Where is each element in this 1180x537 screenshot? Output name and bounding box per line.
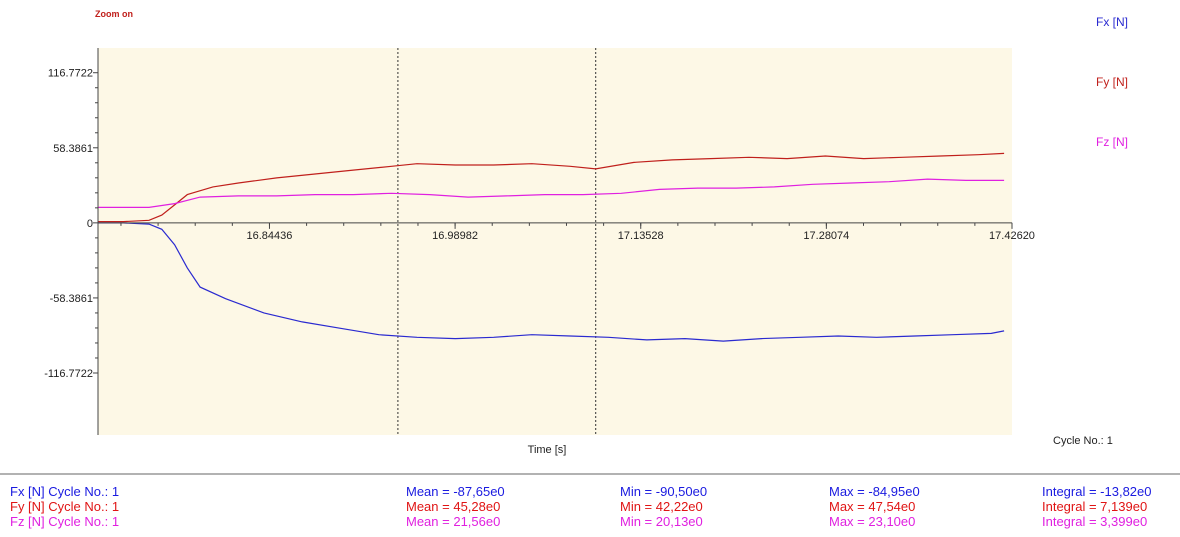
stats-fz-min: Min = 20,13e0 xyxy=(620,514,703,529)
x-tick-label: 16.84436 xyxy=(247,230,293,242)
force-chart: Zoom on 116.7722 58.3861 0 -58.3861 -116.772… xyxy=(0,9,1180,475)
cycle-number-label: Cycle No.: 1 xyxy=(1053,435,1113,447)
stats-fz-mean: Mean = 21,56e0 xyxy=(406,514,501,529)
stats-fy-mean: Mean = 45,28e0 xyxy=(406,499,501,514)
cursor-lines xyxy=(397,48,597,435)
y-tick-label: -116.7722 xyxy=(44,368,93,380)
stats-fy-name: Fy [N] Cycle No.: 1 xyxy=(10,499,120,514)
series-layer xyxy=(98,152,1005,342)
y-tick-label: 116.7722 xyxy=(48,68,93,80)
stats-fx-mean: Mean = -87,65e0 xyxy=(406,484,505,499)
stats-fx-max: Max = -84,95e0 xyxy=(829,484,920,499)
stats-fz-name: Fz [N] Cycle No.: 1 xyxy=(10,514,120,529)
stats-fz-integral: Integral = 3,399e0 xyxy=(1042,514,1148,529)
stats-fx-name: Fx [N] Cycle No.: 1 xyxy=(10,484,120,499)
x-axis-ticks: 16.84436 16.98982 17.13528 17.28074 17.42620 xyxy=(120,222,1035,242)
series-line-fy xyxy=(98,152,1005,223)
legend-fz[interactable]: Fz [N] xyxy=(1096,135,1128,149)
legend-fx[interactable]: Fx [N] xyxy=(1096,15,1128,29)
x-tick-label: 17.42620 xyxy=(989,230,1035,242)
stats-fy-min: Min = 42,22e0 xyxy=(620,499,703,514)
y-tick-label: 58.3861 xyxy=(53,143,93,155)
stats-row-fx: Fx [N] Cycle No.: 1 Mean = -87,65e0 Min … xyxy=(0,484,1180,499)
y-tick-label: -58.3861 xyxy=(50,293,93,305)
y-tick-label: 0 xyxy=(87,218,93,230)
x-tick-label: 17.13528 xyxy=(618,230,664,242)
plot-area xyxy=(98,48,1012,435)
series-line-fx xyxy=(98,222,1005,342)
stats-row-fy: Fy [N] Cycle No.: 1 Mean = 45,28e0 Min =… xyxy=(0,499,1180,514)
stats-fx-min: Min = -90,50e0 xyxy=(620,484,708,499)
x-axis-label: Time [s] xyxy=(528,444,567,456)
stats-fz-max: Max = 23,10e0 xyxy=(829,514,916,529)
x-tick-label: 17.28074 xyxy=(803,230,849,242)
stats-fy-max: Max = 47,54e0 xyxy=(829,499,916,514)
x-tick-label: 16.98982 xyxy=(432,230,478,242)
zoom-toggle-label[interactable]: Zoom on xyxy=(95,9,133,19)
stats-row-fz: Fz [N] Cycle No.: 1 Mean = 21,56e0 Min =… xyxy=(0,514,1180,529)
y-axis-ticks: 116.7722 58.3861 0 -58.3861 -116.7722 xyxy=(44,68,98,380)
statistics-panel: Fx [N] Cycle No.: 1 Mean = -87,65e0 Min … xyxy=(0,476,1180,537)
stats-fx-integral: Integral = -13,82e0 xyxy=(1042,484,1152,499)
stats-fy-integral: Integral = 7,139e0 xyxy=(1042,499,1148,514)
series-line-fz xyxy=(98,178,1005,208)
legend-fy[interactable]: Fy [N] xyxy=(1096,75,1128,89)
